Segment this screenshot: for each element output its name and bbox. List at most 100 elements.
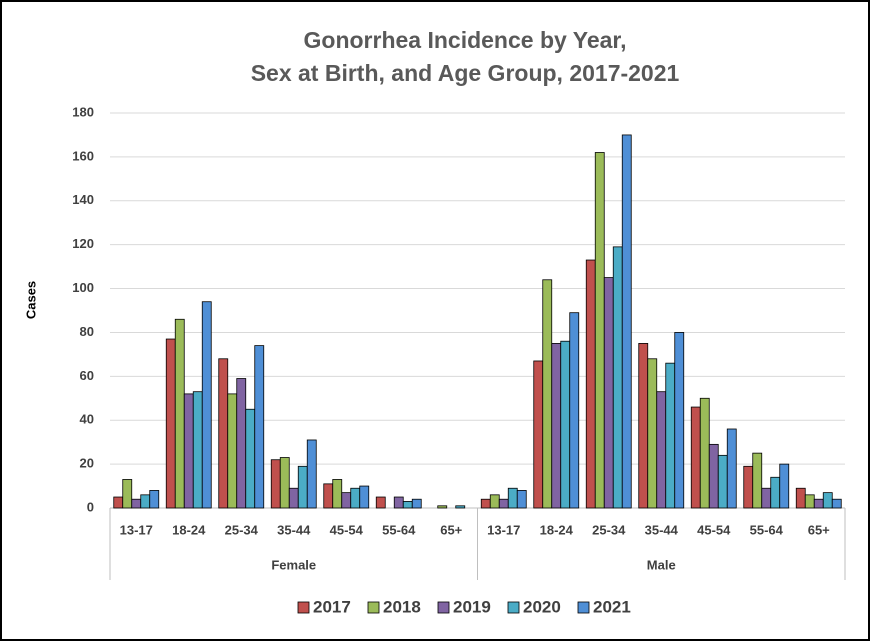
bar xyxy=(306,439,317,509)
bar xyxy=(804,494,815,509)
x-tick-label: 45-54 xyxy=(330,522,364,537)
y-tick-label: 0 xyxy=(87,499,94,514)
bar xyxy=(822,492,833,509)
x-tick-label: 18-24 xyxy=(172,522,206,537)
bar xyxy=(831,498,842,509)
bar xyxy=(498,498,509,509)
bar xyxy=(516,490,527,509)
bar xyxy=(674,332,685,509)
y-tick-label: 40 xyxy=(80,412,94,427)
bar xyxy=(743,465,754,509)
bar xyxy=(192,391,203,509)
legend-label: 2020 xyxy=(523,597,561,616)
y-tick-label: 160 xyxy=(72,148,94,163)
y-tick-label: 120 xyxy=(72,236,94,251)
bar xyxy=(393,496,404,509)
x-tick-label: 25-34 xyxy=(592,522,626,537)
bar xyxy=(402,501,413,509)
y-tick-label: 100 xyxy=(72,280,94,295)
bar xyxy=(411,498,422,509)
bar xyxy=(131,498,142,509)
x-tick-label: 35-44 xyxy=(277,522,311,537)
legend-label: 2017 xyxy=(313,597,351,616)
bar xyxy=(375,496,386,509)
bar xyxy=(297,465,308,509)
bar xyxy=(533,360,544,509)
bar xyxy=(752,452,763,509)
bar xyxy=(717,454,728,509)
bar xyxy=(323,483,334,509)
bar xyxy=(437,505,448,509)
bar xyxy=(647,358,658,509)
bar xyxy=(113,496,124,509)
bar xyxy=(542,279,553,509)
bar xyxy=(621,134,632,509)
y-tick-label: 140 xyxy=(72,192,94,207)
bar xyxy=(165,338,176,509)
legend-swatch xyxy=(367,601,380,614)
x-tick-label: 65+ xyxy=(440,522,462,537)
bar xyxy=(726,428,737,509)
bar xyxy=(279,457,290,509)
bar xyxy=(359,485,370,509)
group-label: Female xyxy=(271,557,316,572)
bar xyxy=(254,345,265,509)
bar xyxy=(507,487,518,509)
x-tick-label: 13-17 xyxy=(120,522,153,537)
chart-title: Gonorrhea Incidence by Year, xyxy=(304,27,627,53)
bar xyxy=(585,259,596,509)
bar xyxy=(480,498,491,509)
bar xyxy=(270,459,281,509)
y-tick-label: 20 xyxy=(80,456,94,471)
bar xyxy=(551,343,562,509)
bar xyxy=(183,393,194,509)
bar xyxy=(594,152,605,509)
legend-label: 2018 xyxy=(383,597,421,616)
bar xyxy=(140,494,151,509)
bar xyxy=(341,492,352,509)
bar xyxy=(174,318,185,509)
bar xyxy=(122,479,133,509)
bar xyxy=(638,343,649,509)
x-tick-label: 25-34 xyxy=(225,522,259,537)
legend-swatch xyxy=(297,601,310,614)
bar xyxy=(288,487,299,509)
bar xyxy=(227,393,238,509)
bar xyxy=(201,301,212,509)
bar xyxy=(708,443,719,509)
bar xyxy=(690,406,701,509)
x-tick-label: 65+ xyxy=(808,522,830,537)
bar xyxy=(560,340,571,509)
legend-swatch xyxy=(437,601,450,614)
bar xyxy=(218,358,229,509)
bar xyxy=(699,397,710,509)
bar xyxy=(489,494,500,509)
x-tick-label: 55-64 xyxy=(750,522,784,537)
x-tick-label: 35-44 xyxy=(645,522,679,537)
bar xyxy=(149,490,160,509)
y-tick-label: 80 xyxy=(80,324,94,339)
bar xyxy=(236,378,247,509)
x-tick-label: 13-17 xyxy=(487,522,520,537)
y-tick-label: 60 xyxy=(80,368,94,383)
x-tick-label: 55-64 xyxy=(382,522,416,537)
bar xyxy=(350,487,361,509)
y-tick-label: 180 xyxy=(72,104,94,119)
group-label: Male xyxy=(647,557,676,572)
bar xyxy=(455,505,466,509)
bar xyxy=(332,479,343,509)
x-tick-label: 45-54 xyxy=(697,522,731,537)
bar xyxy=(603,277,614,509)
bar xyxy=(779,463,790,509)
bar xyxy=(795,487,806,509)
legend-swatch xyxy=(507,601,520,614)
bar xyxy=(665,362,676,509)
bar xyxy=(770,476,781,509)
bar xyxy=(656,391,667,509)
legend-swatch xyxy=(577,601,590,614)
bar xyxy=(761,487,772,509)
x-tick-label: 18-24 xyxy=(540,522,574,537)
bar xyxy=(813,498,824,509)
